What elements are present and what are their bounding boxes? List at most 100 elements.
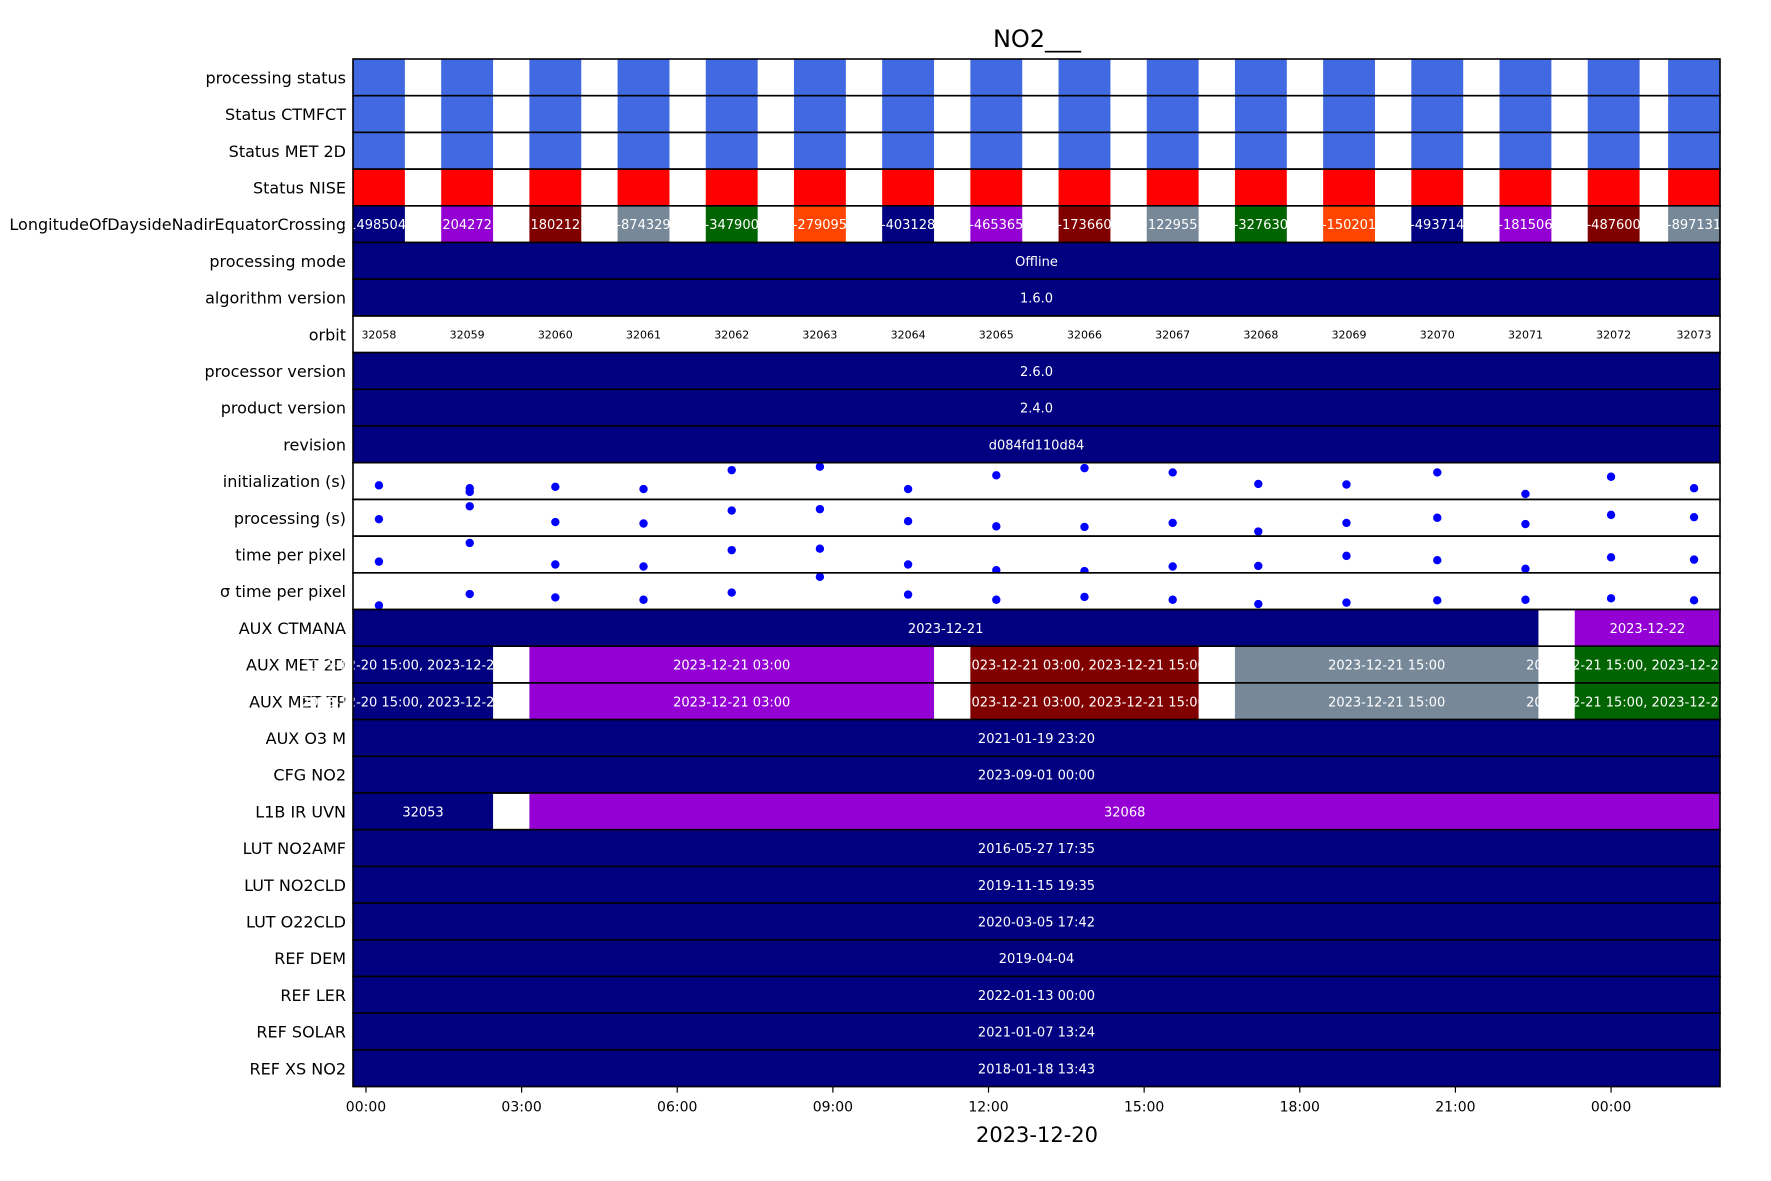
row-12: processing (s)	[234, 498, 1721, 537]
row-8: processor version 2.6.0	[204, 351, 1721, 391]
span-bar	[353, 903, 1720, 940]
data-point	[639, 595, 648, 604]
data-point	[903, 484, 913, 494]
span-label: 2023-12-21 03:00	[673, 695, 790, 710]
data-point	[1689, 484, 1699, 493]
span-bar	[1574, 682, 1720, 720]
status-bar	[970, 169, 1023, 206]
data-point	[1342, 480, 1351, 489]
value-bar	[1058, 205, 1111, 243]
status-bar	[1668, 169, 1720, 206]
data-point	[727, 465, 736, 475]
data-point	[815, 462, 825, 471]
status-bar	[1234, 95, 1287, 133]
status-bar	[1146, 169, 1199, 206]
status-bar	[705, 59, 758, 96]
status-bar	[882, 132, 935, 170]
span-bar	[353, 352, 1720, 390]
x-tick-label: 18:00	[1280, 1100, 1320, 1116]
status-bar	[617, 59, 670, 96]
orbit-label: 32071	[1508, 328, 1543, 341]
data-point	[1168, 468, 1177, 477]
data-point	[551, 517, 560, 527]
row-label: processor version	[204, 362, 346, 381]
status-bar	[1668, 59, 1720, 96]
status-bar	[1058, 132, 1111, 170]
status-bar	[1323, 169, 1376, 206]
span-bar	[970, 646, 1199, 683]
row-label: LUT NO2CLD	[244, 876, 346, 895]
data-point	[903, 516, 913, 526]
value-bar	[793, 205, 846, 243]
x-tick-label: 03:00	[501, 1100, 541, 1116]
data-point	[1080, 463, 1089, 473]
data-point	[1254, 561, 1263, 571]
status-bar	[1146, 59, 1199, 96]
row-11: initialization (s)	[223, 461, 1721, 501]
status-bar	[441, 95, 494, 133]
row-label: orbit	[309, 325, 346, 344]
value-bar	[1234, 205, 1287, 243]
orbit-label: 32061	[626, 328, 661, 341]
data-point	[1080, 566, 1089, 573]
span-bar	[353, 279, 1720, 316]
data-point	[1606, 553, 1616, 562]
row-label: CFG NO2	[273, 766, 346, 785]
value-label: -403128	[881, 218, 935, 233]
data-point	[815, 544, 825, 553]
status-bar	[529, 132, 582, 170]
status-bar	[441, 169, 494, 206]
status-bar	[882, 169, 935, 206]
scatter-series	[374, 572, 1699, 610]
row-label: LongitudeOfDaysideNadirEquatorCrossing	[9, 215, 346, 234]
x-axis-label: 2023-12-20	[976, 1123, 1098, 1147]
span-bar	[1234, 682, 1539, 720]
status-bar	[793, 169, 846, 206]
orbit-label: 32063	[802, 328, 837, 341]
x-tick-label: 00:00	[346, 1100, 386, 1116]
value-label: -347900	[705, 218, 759, 233]
span-bar	[529, 793, 1720, 830]
status-bar	[1587, 169, 1640, 206]
value-bar	[441, 205, 494, 243]
data-point	[639, 484, 648, 494]
row-6: algorithm version 1.6.0	[205, 278, 1721, 317]
data-point	[1606, 594, 1616, 603]
data-point	[1689, 512, 1699, 522]
data-point	[903, 590, 913, 599]
row-label: LUT NO2AMF	[243, 839, 346, 858]
value-label: -279095	[793, 218, 847, 233]
status-bar	[1587, 132, 1640, 170]
orbit-label: 32058	[361, 328, 396, 341]
data-point	[992, 522, 1001, 531]
status-bar	[1499, 95, 1552, 133]
status-bar	[353, 95, 405, 133]
status-bar	[882, 95, 935, 133]
span-label: 2023-12-21 03:00, 2023-12-21 15:00	[963, 695, 1206, 710]
value-bar	[1411, 205, 1464, 243]
data-point	[1433, 468, 1442, 477]
status-bar	[1234, 59, 1287, 96]
data-point	[374, 601, 384, 610]
data-point	[1254, 527, 1263, 536]
orbit-label: 32062	[714, 328, 749, 341]
row-frame	[352, 1049, 1721, 1088]
data-point	[465, 589, 474, 599]
status-bar	[1323, 132, 1376, 170]
data-point	[1606, 510, 1616, 520]
row-label: REF SOLAR	[256, 1023, 346, 1042]
row-label: revision	[283, 435, 346, 454]
data-point	[639, 519, 648, 528]
status-bar	[353, 132, 405, 170]
row-label: LUT O22CLD	[246, 912, 346, 931]
status-bar	[1146, 132, 1199, 170]
row-label: time per pixel	[235, 545, 346, 564]
data-point	[992, 471, 1001, 480]
value-label: 122955	[1148, 218, 1198, 233]
row-23: LUT O22CLD 2020-03-05 17:42	[246, 902, 1721, 941]
value-label: -465365	[969, 218, 1023, 233]
row-label: L1B IR UVN	[255, 802, 346, 821]
data-point	[551, 560, 560, 569]
span-bar	[1574, 646, 1720, 683]
